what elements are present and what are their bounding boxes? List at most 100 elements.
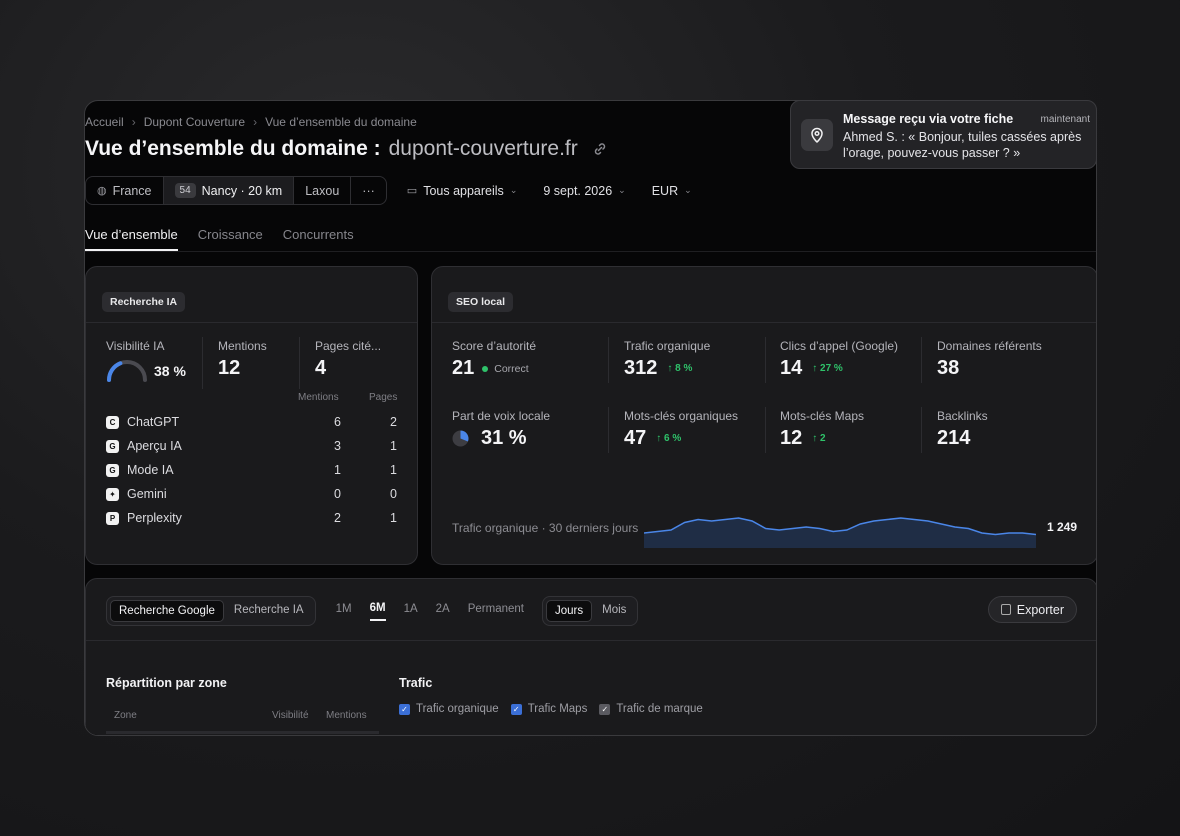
range-1m[interactable]: 1M (335, 602, 352, 615)
tab-growth[interactable]: Croissance (197, 227, 263, 242)
stat-label: Clics d’appel (Google) (780, 339, 899, 353)
organic-traffic-stat: Trafic organique 312 ↑ 8 % (624, 339, 710, 380)
currency-label: EUR (651, 183, 679, 198)
sparkline-total: 1 249 (1046, 520, 1077, 534)
tab-overview[interactable]: Vue d’ensemble (85, 227, 178, 251)
pages-cited-stat: Pages cité... 4 (315, 339, 381, 380)
currency-dropdown[interactable]: EUR ⌄ (646, 184, 698, 198)
divider (202, 337, 203, 389)
trend-up-badge: ↑ 27 % (812, 363, 843, 374)
zone-title: Répartition par zone (106, 676, 227, 690)
stat-label: Backlinks (937, 409, 988, 423)
stat-value: 14 (780, 357, 803, 379)
range-1a[interactable]: 1A (403, 602, 418, 615)
country-filter[interactable]: ◍ France (86, 177, 164, 204)
toggle-organic-traffic[interactable]: ✓ Trafic organique (399, 703, 499, 715)
location-label: Nancy · 20 km (201, 183, 283, 198)
tab-ai-search[interactable]: Recherche IA (233, 604, 304, 616)
export-label: Exporter (1016, 602, 1064, 617)
list-item[interactable]: G Aperçu IA 3 1 (106, 437, 397, 455)
column-header-mentions: Mentions (298, 392, 339, 403)
traffic-title: Trafic (399, 676, 433, 690)
location-segment: ◍ France 54 Nancy · 20 km Laxou ··· (85, 176, 387, 205)
stat-label: Pages cité... (315, 339, 382, 353)
link-icon[interactable] (592, 141, 608, 157)
zone-column-zone[interactable]: Zone (114, 710, 137, 721)
trend-up-badge: ↑ 6 % (656, 433, 682, 444)
range-permanent[interactable]: Permanent (467, 602, 524, 615)
mentions-count: 1 (334, 463, 341, 477)
stat-value: 4 (315, 357, 327, 379)
date-dropdown[interactable]: 9 sept. 2026 ⌄ (537, 184, 631, 198)
referring-domains-stat: Domaines référents 38 (937, 339, 1042, 380)
tab-google-search[interactable]: Recherche Google (110, 600, 224, 622)
granularity-days[interactable]: Jours (545, 600, 593, 622)
stat-value: 31 % (481, 427, 527, 449)
divider (921, 407, 922, 453)
toggle-maps-traffic[interactable]: ✓ Trafic Maps (510, 703, 587, 715)
mentions-count: 6 (334, 415, 341, 429)
stat-label: Part de voix locale (452, 409, 551, 423)
zone-column-visibility[interactable]: Visibilité (272, 710, 309, 721)
divider (608, 337, 609, 383)
maps-keywords-stat: Mots-clés Maps 12 ↑ 2 (780, 409, 864, 450)
device-dropdown[interactable]: ▭ Tous appareils ⌄ (401, 184, 524, 198)
granularity-toggle: Jours Mois (541, 596, 639, 626)
sublocation-filter[interactable]: Laxou (294, 177, 352, 204)
stat-label: Mots-clés Maps (780, 409, 865, 423)
breadcrumb-client[interactable]: Dupont Couverture (143, 115, 246, 129)
authority-score-stat: Score d’autorité 21 Correct (452, 339, 536, 380)
page-title-text: Vue d’ensemble du domaine : (85, 137, 381, 160)
range-6m[interactable]: 6M (369, 602, 386, 621)
search-type-toggle: Recherche Google Recherche IA (106, 596, 316, 626)
stat-label: Score d’autorité (452, 339, 537, 353)
stat-value: 21 (452, 357, 475, 379)
toggle-brand-traffic[interactable]: ✓ Trafic de marque (599, 703, 703, 715)
stat-value: 47 (624, 427, 647, 449)
visibility-value: 38 % (154, 363, 186, 379)
device-label: Tous appareils (423, 183, 504, 198)
share-of-voice-stat: Part de voix locale 31 % (452, 409, 550, 450)
range-2a[interactable]: 2A (435, 602, 450, 615)
engine-name: Perplexity (127, 511, 182, 525)
chevron-right-icon: › (131, 115, 136, 129)
breadcrumb-home[interactable]: Accueil (85, 115, 124, 129)
divider (86, 640, 1096, 641)
series-label: Trafic organique (416, 703, 499, 715)
sublocation-label: Laxou (305, 183, 340, 198)
notification-toast[interactable]: Message reçu via votre fiche maintenant … (790, 100, 1097, 169)
chevron-right-icon: › (253, 115, 258, 129)
pages-count: 0 (390, 487, 397, 501)
traffic-panel: Recherche Google Recherche IA 1M 6M 1A 2… (85, 578, 1096, 735)
list-item[interactable]: G Mode IA 1 1 (106, 461, 397, 479)
stat-label: Mots-clés organiques (624, 409, 739, 423)
globe-icon: ◍ (97, 185, 107, 197)
filter-bar: ◍ France 54 Nancy · 20 km Laxou ··· ▭ To… (85, 176, 698, 205)
stat-value: 12 (780, 427, 803, 449)
list-item[interactable]: P Perplexity 2 1 (106, 509, 397, 527)
tab-competitors[interactable]: Concurrents (282, 227, 354, 242)
ai-visibility-stat: Visibilité IA 38 % (106, 339, 186, 383)
engine-name: Gemini (127, 487, 167, 501)
stat-value: 38 (937, 357, 960, 379)
toast-timestamp: maintenant (1040, 114, 1090, 125)
chevron-down-icon: ⌄ (509, 185, 518, 195)
more-filters-button[interactable]: ··· (351, 177, 386, 204)
list-item[interactable]: C ChatGPT 6 2 (106, 413, 397, 431)
export-icon (1000, 604, 1011, 615)
more-icon: ··· (362, 183, 375, 198)
divider (432, 322, 1096, 323)
export-button[interactable]: Exporter (987, 596, 1077, 623)
location-filter[interactable]: 54 Nancy · 20 km (163, 177, 295, 204)
date-label: 9 sept. 2026 (543, 183, 613, 198)
call-clicks-stat: Clics d’appel (Google) 14 ↑ 27 % (780, 339, 898, 380)
divider (765, 337, 766, 383)
series-toggles: ✓ Trafic organique ✓ Trafic Maps ✓ Trafi… (399, 703, 715, 715)
breadcrumb-current: Vue d’ensemble du domaine (265, 115, 417, 129)
chevron-down-icon: ⌄ (618, 185, 626, 195)
zone-column-mentions[interactable]: Mentions (326, 710, 367, 721)
granularity-months[interactable]: Mois (602, 604, 627, 616)
list-item[interactable]: ✦ Gemini 0 0 (106, 485, 397, 503)
divider (106, 731, 379, 734)
stat-label: Domaines référents (937, 339, 1042, 353)
